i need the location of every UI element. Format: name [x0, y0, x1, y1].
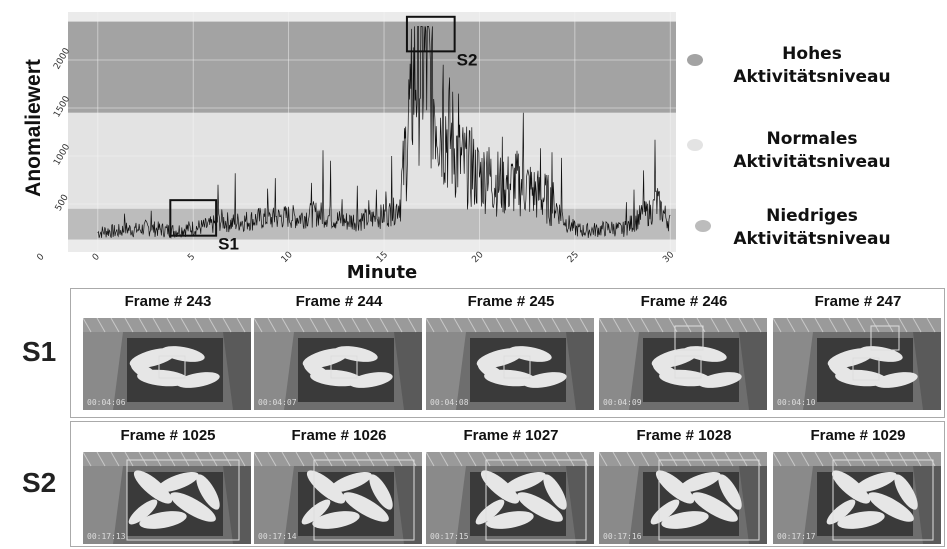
video-frame-thumbnail: 00:04:10 [773, 318, 941, 410]
annotation-box-s1 [169, 199, 218, 237]
video-frame-thumbnail: 00:17:14 [254, 452, 422, 544]
annotation-box-s2 [405, 15, 456, 53]
x-axis-label: Minute [347, 262, 418, 283]
frame-title: Frame # 1027 [463, 427, 559, 444]
annotation-boxes: S1 S2 [169, 15, 478, 254]
frame-timestamp: 00:04:07 [258, 398, 297, 407]
video-frame-thumbnail: 00:17:15 [426, 452, 594, 544]
band-1 [68, 112, 676, 209]
frame-timestamp: 00:17:14 [258, 532, 297, 541]
video-frame-thumbnail: 00:17:13 [83, 452, 251, 544]
legend-label-high: Hohes Aktivitätsniveau [733, 44, 891, 87]
frame-timestamp: 00:17:17 [777, 532, 816, 541]
y-axis-label: Anomaliewert [22, 59, 45, 197]
frame-timestamp: 00:04:09 [603, 398, 642, 407]
legend-dot-low [695, 220, 711, 232]
legend-dot-high [687, 54, 703, 66]
legend-dot-normal [687, 139, 703, 151]
grid-lines [68, 12, 676, 252]
x-tick-label-6: 25 [566, 250, 581, 265]
frame-timestamp: 00:04:06 [87, 398, 126, 407]
x-tick-label-0: 0 [35, 252, 46, 263]
video-frame-thumbnail: 00:04:07 [254, 318, 422, 410]
video-frame-thumbnail: 00:17:16 [599, 452, 767, 544]
row-label-s2: S2 [22, 467, 57, 498]
x-tick-label-3: 10 [280, 250, 295, 265]
annotation-label-s1: S1 [218, 235, 239, 254]
frame-title: Frame # 247 [814, 293, 902, 310]
frame-title: Frame # 1025 [120, 427, 216, 444]
frame-title: Frame # 1029 [810, 427, 906, 444]
annotation-label-s2: S2 [457, 50, 478, 69]
x-tick-label-2: 5 [186, 252, 197, 263]
row-label-s1: S1 [22, 336, 57, 367]
frame-title: Frame # 246 [640, 293, 728, 310]
x-tick-label-7: 30 [661, 250, 676, 265]
video-frame-thumbnail: 00:17:17 [773, 452, 941, 544]
video-frame-thumbnail: 00:04:08 [426, 318, 594, 410]
frame-timestamp: 00:17:16 [603, 532, 642, 541]
frame-timestamp: 00:17:13 [87, 532, 126, 541]
legend-label-low: Niedriges Aktivitätsniveau [733, 206, 891, 249]
frame-timestamp: 00:17:15 [430, 532, 469, 541]
band-0 [68, 21, 676, 113]
x-tick-label-5: 20 [470, 250, 485, 265]
frame-title: Frame # 1026 [291, 427, 387, 444]
frame-title: Frame # 243 [124, 293, 212, 310]
frame-title: Frame # 244 [295, 293, 383, 310]
legend-label-normal: Normales Aktivitätsniveau [733, 129, 891, 172]
x-tick-label-1: 0 [91, 252, 102, 263]
video-frame-thumbnail: 00:04:09 [599, 318, 767, 410]
frame-title: Frame # 245 [467, 293, 555, 310]
frame-timestamp: 00:04:10 [777, 398, 816, 407]
frame-timestamp: 00:04:08 [430, 398, 469, 407]
frame-title: Frame # 1028 [636, 427, 732, 444]
video-frame-thumbnail: 00:04:06 [83, 318, 251, 410]
